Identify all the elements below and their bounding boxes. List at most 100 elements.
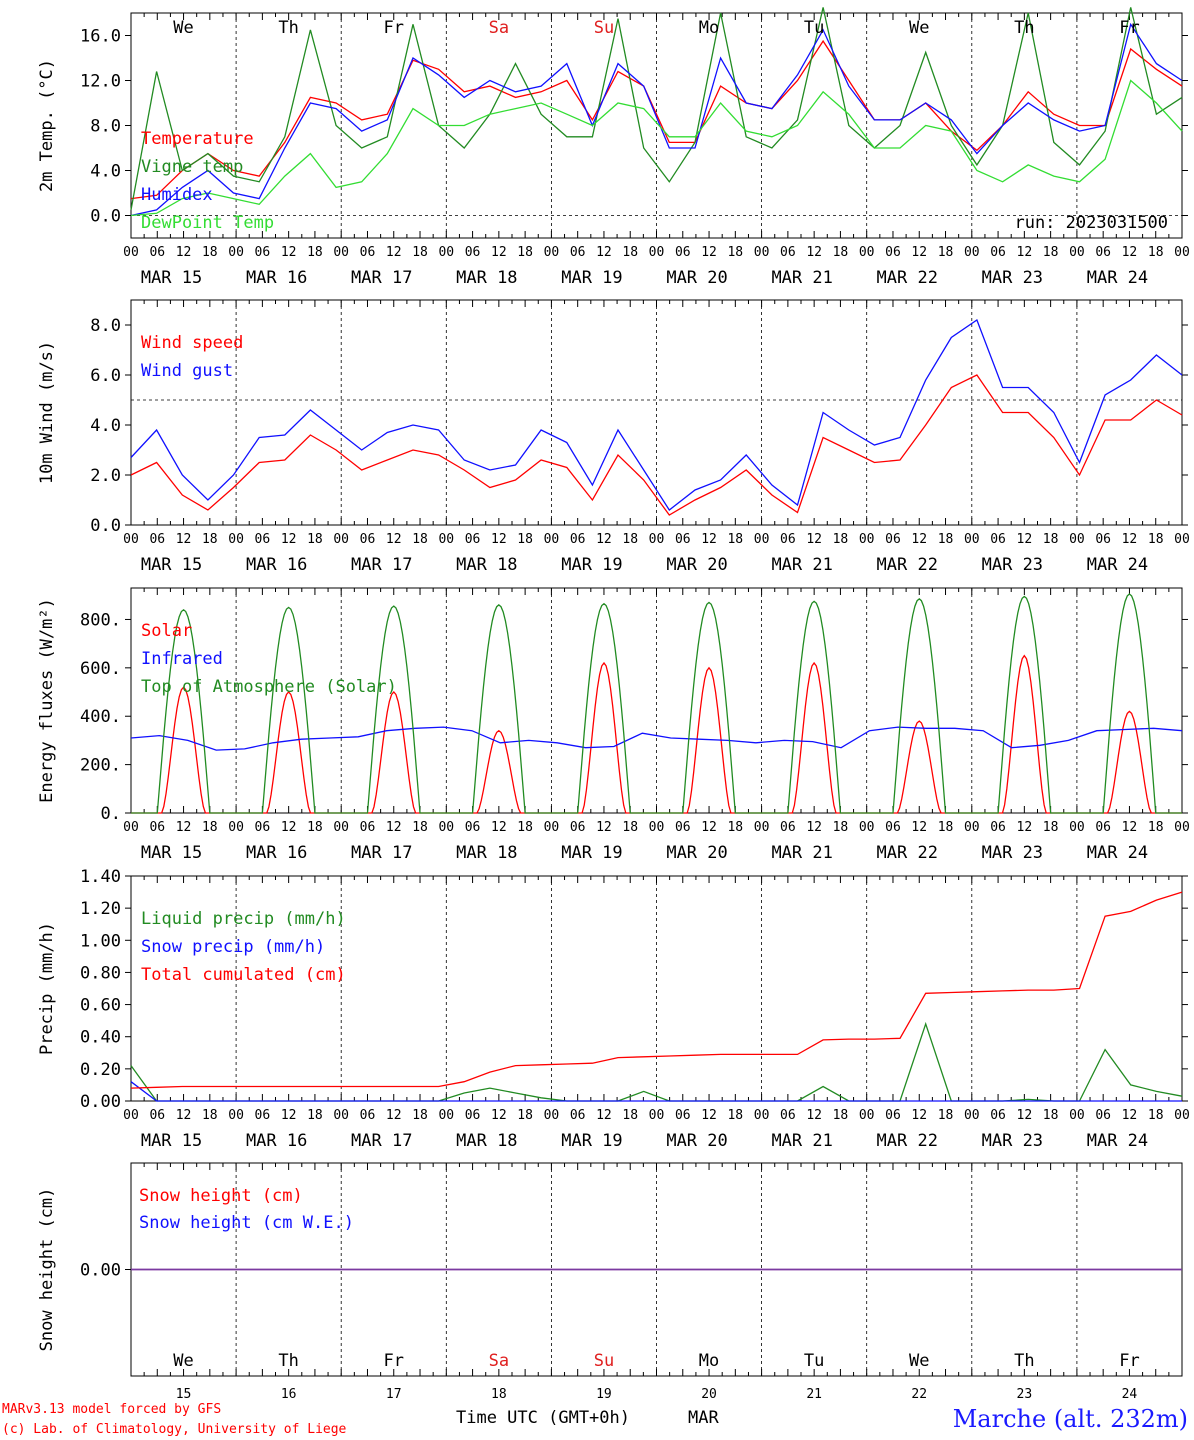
temp-hour-label: 00 <box>333 245 349 260</box>
wind-legend-entry: Wind gust <box>141 361 233 381</box>
temp-hour-label: 18 <box>727 245 743 260</box>
flux-hour-label: 00 <box>438 820 454 835</box>
flux-hour-label: 18 <box>517 820 533 835</box>
flux-date-label: MAR 18 <box>456 843 517 863</box>
wind-hour-label: 06 <box>1095 532 1111 547</box>
temp-hour-label: 06 <box>1095 245 1111 260</box>
weekday-label: We <box>909 18 929 38</box>
weekday-label: Th <box>278 1351 298 1371</box>
flux-hour-label: 18 <box>833 820 849 835</box>
flux-hour-label: 00 <box>649 820 665 835</box>
flux-hour-label: 00 <box>123 820 139 835</box>
flux-date-label: MAR 23 <box>982 843 1043 863</box>
wind-hour-label: 00 <box>438 532 454 547</box>
weekday-label: We <box>909 1351 929 1371</box>
wind-hour-label: 18 <box>727 532 743 547</box>
flux-y-axis-label: Energy fluxes (W/m²) <box>37 598 57 803</box>
flux-hour-label: 18 <box>622 820 638 835</box>
temp-y-axis-label: 2m Temp. (°C) <box>37 59 57 192</box>
weekday-label: Sa <box>489 18 509 38</box>
precip-hour-label: 12 <box>281 1108 297 1123</box>
temp-y-tick-label: 12.0 <box>80 72 121 92</box>
temp-date-label: MAR 22 <box>877 268 938 288</box>
precip-hour-label: 12 <box>911 1108 927 1123</box>
precip-y-tick-label: 0.60 <box>80 996 121 1016</box>
model-credit: MARv3.13 model forced by GFS <box>2 1402 221 1417</box>
wind-hour-label: 00 <box>228 532 244 547</box>
run-label: run: 2023031500 <box>1014 213 1168 233</box>
weekday-label: Th <box>1014 1351 1034 1371</box>
precip-legend-entry: Total cumulated (cm) <box>141 965 346 985</box>
snow-legend-entry: Snow height (cm) <box>139 1186 303 1206</box>
temp-hour-label: 00 <box>964 245 980 260</box>
weekday-label: Mo <box>699 1351 719 1371</box>
temp-date-label: MAR 24 <box>1087 268 1148 288</box>
wind-hour-label: 12 <box>701 532 717 547</box>
wind-hour-label: 00 <box>1069 532 1085 547</box>
flux-hour-label: 12 <box>386 820 402 835</box>
wind-hour-label: 06 <box>360 532 376 547</box>
precip-hour-label: 12 <box>176 1108 192 1123</box>
precip-hour-label: 00 <box>123 1108 139 1123</box>
flux-legend-entry: Solar <box>141 621 192 641</box>
temp-hour-label: 00 <box>859 245 875 260</box>
precip-date-label: MAR 20 <box>666 1131 727 1151</box>
flux-y-tick-label: 400. <box>80 707 121 727</box>
precip-hour-label: 18 <box>412 1108 428 1123</box>
temp-hour-label: 12 <box>701 245 717 260</box>
precip-hour-label: 06 <box>675 1108 691 1123</box>
day-number-label: 16 <box>281 1387 297 1402</box>
temp-date-label: MAR 19 <box>561 268 622 288</box>
temp-hour-label: 06 <box>149 245 165 260</box>
day-number-label: 18 <box>491 1387 507 1402</box>
wind-hour-label: 00 <box>649 532 665 547</box>
temp-hour-label: 18 <box>307 245 323 260</box>
flux-date-label: MAR 24 <box>1087 843 1148 863</box>
wind-y-tick-label: 0.0 <box>90 516 121 536</box>
precip-date-label: MAR 15 <box>141 1131 202 1151</box>
precip-hour-label: 06 <box>465 1108 481 1123</box>
precip-hour-label: 12 <box>806 1108 822 1123</box>
precip-hour-label: 18 <box>1148 1108 1164 1123</box>
wind-hour-label: 18 <box>622 532 638 547</box>
flux-hour-label: 06 <box>780 820 796 835</box>
flux-y-tick-label: 800. <box>80 610 121 630</box>
wind-hour-label: 12 <box>281 532 297 547</box>
temp-date-label: MAR 20 <box>666 268 727 288</box>
precip-hour-label: 00 <box>964 1108 980 1123</box>
temp-hour-label: 06 <box>360 245 376 260</box>
day-number-label: 15 <box>176 1387 192 1402</box>
temp-hour-label: 18 <box>517 245 533 260</box>
x-axis-month: MAR <box>688 1408 719 1428</box>
temp-hour-label: 18 <box>1043 245 1059 260</box>
precip-date-label: MAR 19 <box>561 1131 622 1151</box>
flux-hour-label: 06 <box>885 820 901 835</box>
day-number-label: 22 <box>911 1387 927 1402</box>
flux-hour-label: 12 <box>176 820 192 835</box>
wind-hour-label: 12 <box>176 532 192 547</box>
flux-hour-label: 00 <box>964 820 980 835</box>
temp-date-label: MAR 21 <box>771 268 832 288</box>
wind-date-label: MAR 16 <box>246 555 307 575</box>
precip-hour-label: 06 <box>990 1108 1006 1123</box>
precip-hour-label: 00 <box>333 1108 349 1123</box>
flux-hour-label: 18 <box>938 820 954 835</box>
precip-y-tick-label: 0.40 <box>80 1028 121 1048</box>
precip-hour-label: 00 <box>228 1108 244 1123</box>
wind-hour-label: 18 <box>1043 532 1059 547</box>
temp-hour-label: 12 <box>386 245 402 260</box>
precip-date-label: MAR 23 <box>982 1131 1043 1151</box>
temp-y-tick-label: 16.0 <box>80 27 121 47</box>
snow-legend-entry: Snow height (cm W.E.) <box>139 1213 354 1233</box>
snow-y-tick-label: 0.00 <box>80 1261 121 1281</box>
precip-hour-label: 18 <box>202 1108 218 1123</box>
wind-hour-label: 00 <box>754 532 770 547</box>
temp-hour-label: 06 <box>255 245 271 260</box>
wind-hour-label: 06 <box>780 532 796 547</box>
temp-hour-label: 00 <box>228 245 244 260</box>
precip-date-label: MAR 24 <box>1087 1131 1148 1151</box>
temp-date-label: MAR 17 <box>351 268 412 288</box>
precip-series-snow-precip-mm-h- <box>130 1081 1182 1102</box>
wind-hour-label: 00 <box>544 532 560 547</box>
